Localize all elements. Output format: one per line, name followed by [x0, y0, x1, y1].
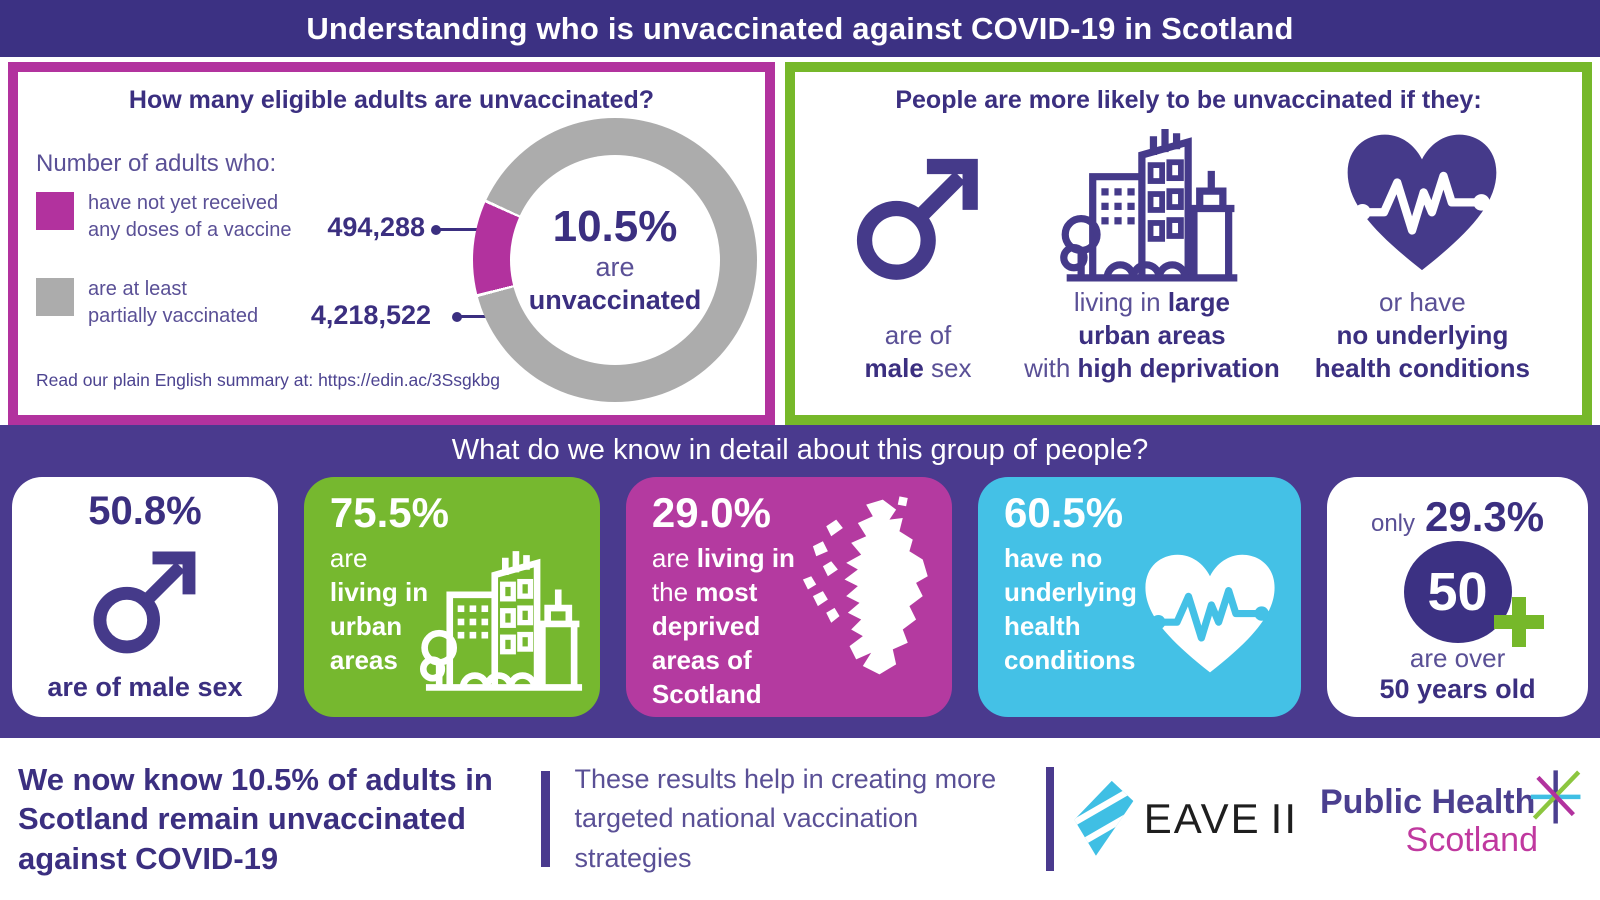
band-heading: What do we know in detail about this gro…: [451, 434, 1149, 466]
top-panels-row: How many eligible adults are unvaccinate…: [0, 57, 1600, 425]
footer-headline: We now know 10.5% of adults in Scotland …: [18, 762, 493, 876]
header-banner: Understanding who is unvaccinated agains…: [0, 0, 1600, 57]
scotland-map-icon: [782, 493, 942, 701]
detail-band: What do we know in detail about this gro…: [0, 425, 1600, 738]
phs-name: Public Health: [1320, 783, 1536, 821]
phs-region: Scotland: [1405, 821, 1538, 859]
stat-value: 29.0%: [651, 489, 771, 536]
legend-label-unvaccinated: have not yet received any doses of a vac…: [88, 190, 291, 244]
fifty-label: 50: [1427, 562, 1488, 622]
stat-card-over-50: only 29.3% 50 are over 50 years old: [1327, 477, 1588, 717]
stat-value: 50.8%: [88, 489, 202, 533]
stat-caption: have no underlying health conditions: [1004, 543, 1137, 675]
stat-value-row: only 29.3%: [1371, 493, 1544, 541]
stat-card-deprived-areas: 29.0% are living in the most deprived areas…: [625, 477, 953, 717]
phs-star-icon: [1530, 770, 1581, 824]
risk-factors-panel: People are more likely to be unvaccinate…: [785, 62, 1592, 425]
male-icon: [823, 121, 1013, 319]
donut-chart: 10.5% are unvaccinated: [473, 118, 757, 402]
risk-factor-health: or have no underlying health conditions: [1291, 121, 1554, 389]
donut-center-text-bold: unvaccinated: [528, 285, 702, 315]
heart-pulse-icon: [1291, 121, 1554, 286]
stat-caption: are over: [1409, 643, 1506, 673]
risk-factor-columns: are of male sex: [795, 121, 1582, 389]
heart-pulse-icon: [1135, 549, 1285, 681]
divider: [1045, 767, 1054, 871]
stat-value: 75.5%: [329, 489, 449, 536]
footer-note: These results help in creating more targ…: [574, 764, 997, 873]
risk-factor-male: are of male sex: [823, 121, 1013, 389]
footnote-text: Read our plain English summary at:: [36, 370, 319, 390]
legend-label-vaccinated: are at least partially vaccinated: [88, 276, 258, 330]
stat-card-male-sex: 50.8% are of male sex: [12, 477, 278, 717]
legend-label-line: partially vaccinated: [88, 305, 259, 327]
page-title: Understanding who is unvaccinated agains…: [306, 10, 1294, 46]
stat-value: 29.3%: [1425, 493, 1545, 540]
stat-cards: 50.8% are of male sex 75.5% are living in…: [0, 477, 1600, 717]
stat-caption-bold: 50 years old: [1379, 674, 1536, 704]
eave-wordmark-suffix: II: [1270, 795, 1298, 842]
donut-center-percentage: 10.5%: [552, 202, 678, 251]
legend-label-line: any doses of a vaccine: [88, 219, 292, 241]
stat-caption: are of male sex: [47, 672, 243, 702]
legend-swatch-vaccinated: [36, 278, 74, 316]
fifty-plus-badge: 50: [1403, 541, 1544, 647]
male-icon: [86, 534, 204, 672]
stat-card-urban: 75.5% are living in urban areas: [303, 477, 600, 717]
footer: We now know 10.5% of adults in Scotland …: [0, 738, 1600, 900]
eave-logo-icon: [1074, 780, 1134, 856]
count-vaccinated: 4,218,522: [310, 300, 431, 330]
buildings-icon: [418, 529, 590, 707]
stat-caption: are living in urban areas: [329, 543, 429, 675]
left-panel-heading: How many eligible adults are unvaccinate…: [128, 86, 655, 114]
footnote: Read our plain English summary at: https…: [36, 370, 500, 391]
unvaccinated-count-panel: How many eligible adults are unvaccinate…: [8, 62, 775, 425]
legend-label-line: are at least: [88, 278, 187, 300]
buildings-icon: [1013, 118, 1291, 286]
plus-icon: [1493, 597, 1544, 647]
stat-value: 60.5%: [1004, 489, 1124, 536]
risk-factor-caption: are of male sex: [864, 320, 972, 383]
donut-center: 10.5% are unvaccinated: [510, 155, 720, 365]
legend-swatch-unvaccinated: [36, 192, 74, 230]
phs-logo: Public Health Scotland: [1320, 769, 1582, 869]
stat-card-no-conditions: 60.5% have no underlying health conditions: [978, 477, 1302, 717]
donut-center-text: are: [595, 252, 635, 282]
legend-label-line: have not yet received: [88, 192, 279, 214]
right-panel-heading: People are more likely to be unvaccinate…: [895, 86, 1482, 114]
count-unvaccinated: 494,288: [327, 212, 425, 242]
footnote-link[interactable]: https://edin.ac/3Ssgkbg: [318, 370, 500, 390]
eave-wordmark: EAVE: [1143, 795, 1261, 842]
stat-caption: are living in the most deprived areas of Sco…: [651, 543, 795, 709]
stat-qualifier: only: [1370, 510, 1416, 537]
risk-factor-caption: living in large urban areas with high depr…: [1024, 287, 1280, 383]
legend-intro: Number of adults who:: [36, 150, 277, 177]
eave-logo: EAVE II: [1070, 775, 1298, 863]
divider: [541, 771, 551, 867]
risk-factor-urban: living in large urban areas with high depr…: [1013, 121, 1291, 389]
risk-factor-caption: or have no underlying health conditions: [1314, 287, 1530, 383]
